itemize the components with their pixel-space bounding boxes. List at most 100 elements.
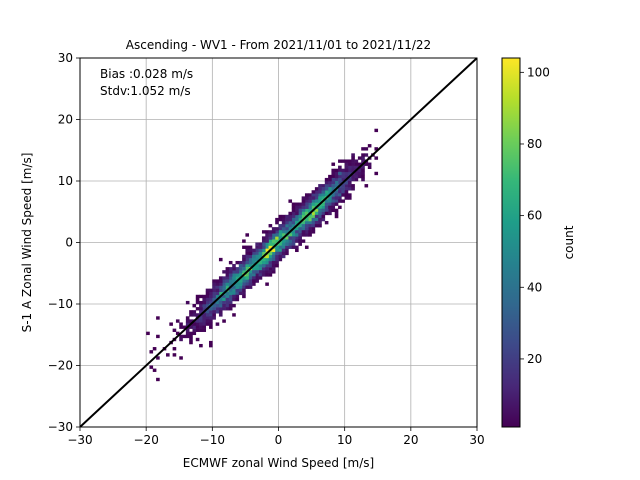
histogram-cell xyxy=(215,279,220,283)
histogram-cell xyxy=(245,254,250,259)
histogram-cell xyxy=(248,282,253,286)
histogram-cell xyxy=(304,217,309,222)
histogram-cell xyxy=(192,322,197,326)
histogram-cell xyxy=(301,202,306,206)
histogram-cell xyxy=(288,217,293,222)
histogram-cell xyxy=(301,233,306,237)
histogram-cell xyxy=(268,245,273,249)
histogram-cell xyxy=(298,202,302,206)
histogram-cell xyxy=(255,276,259,280)
histogram-cell xyxy=(275,227,279,231)
histogram-cell xyxy=(195,322,200,326)
histogram-cell xyxy=(341,171,345,176)
histogram-cell xyxy=(271,227,276,231)
histogram-cell xyxy=(235,285,240,289)
histogram-cell xyxy=(278,224,283,228)
y-tick-label: 20 xyxy=(58,113,73,127)
histogram-cell xyxy=(341,177,345,182)
histogram-cell xyxy=(205,300,210,305)
histogram-cell xyxy=(291,211,296,216)
histogram-cell xyxy=(291,239,296,243)
histogram-cell xyxy=(209,322,213,326)
histogram-cell xyxy=(331,168,336,173)
histogram-cell xyxy=(228,276,233,280)
histogram-cell xyxy=(258,251,263,256)
histogram-cell xyxy=(344,184,349,188)
histogram-cell xyxy=(361,159,365,163)
histogram-cell xyxy=(357,156,362,160)
histogram-cell xyxy=(328,187,332,191)
histogram-cell xyxy=(268,242,273,246)
histogram-cell xyxy=(347,196,352,200)
histogram-cell xyxy=(321,214,326,219)
histogram-cell xyxy=(252,260,256,265)
histogram-cell xyxy=(271,260,276,265)
histogram-cell xyxy=(238,291,243,296)
histogram-cell xyxy=(235,282,240,286)
histogram-cell xyxy=(281,254,286,259)
histogram-cell xyxy=(354,162,359,166)
histogram-cell xyxy=(364,153,369,157)
histogram-cell xyxy=(361,147,365,151)
histogram-cell xyxy=(268,224,273,228)
histogram-cell xyxy=(311,214,316,219)
histogram-cell xyxy=(361,171,365,176)
histogram-cell xyxy=(281,233,286,237)
histogram-cell xyxy=(248,248,253,253)
histogram-cell xyxy=(195,319,200,323)
histogram-cell xyxy=(324,211,329,216)
histogram-cell xyxy=(192,313,197,317)
histogram-cell xyxy=(202,328,207,332)
histogram-cell xyxy=(344,181,349,185)
histogram-cell xyxy=(278,251,283,256)
histogram-cell xyxy=(152,368,157,372)
histogram-cell xyxy=(245,260,250,265)
histogram-cell xyxy=(295,202,299,206)
histogram-cell xyxy=(245,264,250,268)
histogram-cell xyxy=(311,227,316,231)
histogram-cell xyxy=(275,257,279,262)
histogram-cell xyxy=(341,168,345,173)
histogram-cell xyxy=(308,224,312,228)
histogram-cell xyxy=(344,159,349,163)
histogram-cell xyxy=(149,350,154,354)
histogram-cell xyxy=(347,171,352,176)
histogram-cell xyxy=(311,230,316,234)
histogram-cell xyxy=(232,270,236,274)
histogram-cell xyxy=(331,193,336,197)
histogram-cell xyxy=(354,174,359,179)
histogram-cell xyxy=(301,227,306,231)
histogram-cell xyxy=(212,294,216,299)
histogram-cell xyxy=(179,356,183,360)
histogram-cell xyxy=(291,230,296,234)
histogram-cell xyxy=(218,297,223,302)
histogram-cell xyxy=(222,294,226,299)
histogram-cell xyxy=(209,319,213,323)
histogram-cell xyxy=(341,187,345,191)
histogram-cell xyxy=(304,230,309,234)
histogram-cell xyxy=(222,276,226,280)
histogram-cell xyxy=(235,260,240,265)
histogram-cell xyxy=(295,211,299,216)
histogram-cell xyxy=(295,248,299,253)
histogram-cell xyxy=(275,230,279,234)
histogram-cell xyxy=(341,184,345,188)
histogram-cell xyxy=(265,273,269,277)
histogram-cell xyxy=(318,199,322,203)
histogram-cell xyxy=(291,202,296,206)
histogram-cell xyxy=(202,300,207,305)
histogram-cell xyxy=(271,267,276,271)
histogram-cell xyxy=(308,199,312,203)
histogram-cell xyxy=(331,177,336,182)
histogram-cell xyxy=(228,300,233,305)
histogram-cell xyxy=(314,208,319,213)
histogram-cell xyxy=(245,282,250,286)
histogram-cell xyxy=(288,227,293,231)
histogram-cell xyxy=(328,174,332,179)
histogram-cell xyxy=(364,184,369,188)
histogram-cell xyxy=(328,208,332,213)
histogram-cell xyxy=(172,353,177,357)
histogram-cell xyxy=(255,245,259,249)
histogram-cell xyxy=(218,310,223,314)
colorbar-label: count xyxy=(562,225,576,259)
